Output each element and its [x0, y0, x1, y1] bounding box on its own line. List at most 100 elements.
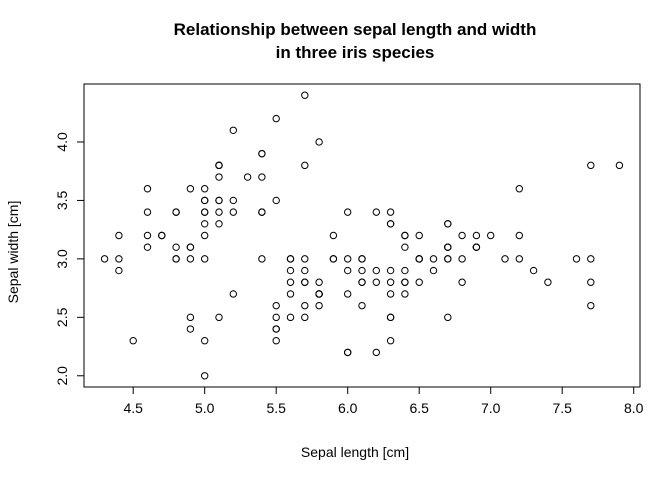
data-point [386, 337, 395, 345]
y-tick-label: 3.0 [54, 249, 70, 269]
data-point [215, 161, 223, 170]
data-point [186, 243, 195, 251]
data-point [143, 185, 152, 193]
data-point [343, 255, 352, 263]
data-point [386, 290, 395, 298]
data-point [272, 196, 280, 205]
data-point [372, 208, 381, 216]
data-point [515, 231, 524, 240]
chart-title-line-1: Relationship between sepal length and wi… [174, 20, 537, 39]
data-point [215, 313, 223, 322]
data-point [143, 208, 152, 216]
data-point [587, 255, 595, 263]
data-point [301, 266, 309, 275]
data-point [272, 337, 280, 345]
y-tick-label: 2.0 [54, 366, 70, 386]
x-tick-label: 7.5 [552, 400, 572, 416]
data-point [301, 313, 309, 322]
x-tick-label: 5.0 [195, 400, 215, 416]
data-point [200, 220, 209, 228]
x-tick-label: 4.5 [123, 400, 143, 416]
x-tick-label: 8.0 [624, 400, 644, 416]
data-point [272, 313, 280, 322]
data-point [343, 208, 352, 216]
data-point [158, 231, 166, 240]
data-point [272, 114, 280, 123]
data-point [401, 266, 409, 275]
y-tick-label: 2.5 [54, 307, 70, 327]
data-point [415, 231, 423, 240]
y-axis-label: Sepal width [cm] [5, 201, 21, 304]
data-point [143, 231, 152, 240]
data-point [215, 173, 223, 181]
data-point [429, 266, 438, 275]
data-point [386, 208, 395, 216]
data-point [501, 255, 509, 263]
data-point [386, 266, 395, 275]
data-point [172, 255, 180, 263]
data-point [143, 243, 152, 251]
data-point [301, 255, 309, 263]
data-point [444, 243, 452, 251]
data-point [472, 231, 481, 240]
data-point [587, 161, 595, 170]
data-point [386, 313, 395, 322]
data-point [372, 266, 381, 275]
data-point [229, 290, 237, 298]
data-point [301, 301, 309, 310]
data-point [286, 313, 295, 322]
data-point [186, 185, 195, 193]
data-point [115, 266, 123, 275]
data-point [358, 278, 366, 286]
data-point [200, 208, 209, 216]
data-point [315, 290, 323, 298]
data-point [286, 278, 295, 286]
y-tick-label: 3.5 [54, 190, 70, 210]
chart-title-line-2: in three iris species [276, 43, 435, 62]
data-point [215, 196, 223, 205]
data-point [301, 278, 309, 286]
data-point [200, 255, 209, 263]
data-point [286, 266, 295, 275]
x-axis-label: Sepal length [cm] [301, 444, 409, 460]
data-point [115, 255, 123, 263]
data-point [258, 208, 266, 216]
data-point [200, 372, 209, 380]
data-points [100, 91, 624, 380]
data-point [301, 91, 309, 99]
data-point [186, 325, 195, 333]
y-tick-label: 4.0 [54, 132, 70, 152]
data-point [186, 255, 195, 263]
data-point [472, 243, 481, 251]
data-point [343, 290, 352, 298]
data-point [229, 196, 237, 205]
data-point [358, 301, 366, 310]
data-point [315, 138, 323, 146]
plot-frame [83, 83, 641, 388]
data-point [286, 255, 295, 263]
data-point [315, 301, 323, 310]
x-axis: 4.5 5.0 5.5 6.0 6.5 7.0 7.5 8.0 [123, 386, 644, 416]
data-point [258, 255, 266, 263]
data-point [343, 348, 352, 357]
data-point [301, 161, 309, 170]
data-point [401, 243, 409, 251]
data-point [487, 231, 495, 240]
data-point [272, 325, 280, 333]
data-point [515, 255, 524, 263]
x-tick-label: 5.5 [266, 400, 286, 416]
data-point [458, 278, 466, 286]
data-point [458, 255, 466, 263]
data-point [444, 220, 452, 228]
data-point [444, 255, 452, 263]
data-point [458, 231, 466, 240]
data-point [258, 149, 266, 158]
data-point [587, 278, 595, 286]
data-point [272, 301, 280, 310]
data-point [229, 208, 237, 216]
data-point [129, 337, 137, 345]
data-point [286, 290, 295, 298]
data-point [200, 185, 209, 193]
data-point [200, 337, 209, 345]
data-point [315, 278, 323, 286]
